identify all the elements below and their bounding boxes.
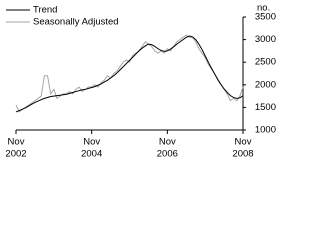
x-tick-label: Nov [8, 137, 25, 148]
series-line [15, 35, 244, 113]
legend-label: Trend [33, 5, 57, 16]
x-tick-label: 2008 [232, 149, 253, 160]
page: no. 1000 1500 2000 2500 3000 3500 Nov 2002 Nov 20… [5, 2, 276, 160]
legend-label: Seasonally Adjusted [33, 17, 119, 28]
x-tick-label: Nov [235, 137, 252, 148]
x-tick-label: Nov [83, 137, 100, 148]
x-tick-label: 2006 [157, 149, 178, 160]
y-tick-label: 2500 [255, 57, 276, 68]
x-tick-label: 2004 [81, 149, 102, 160]
y-axis-label: no. [257, 3, 270, 14]
y-tick-label: 1500 [255, 102, 276, 113]
y-tick-label: 2000 [255, 79, 276, 90]
y-tick-label: 3000 [255, 34, 276, 45]
series-line [15, 34, 244, 113]
x-tick-label: 2002 [5, 149, 26, 160]
y-tick-label: 3500 [255, 12, 276, 23]
y-tick-label: 1000 [255, 125, 276, 136]
x-tick-label: Nov [159, 137, 176, 148]
chart: no. 100015002000250030003500Nov2002Nov20… [5, 3, 276, 160]
